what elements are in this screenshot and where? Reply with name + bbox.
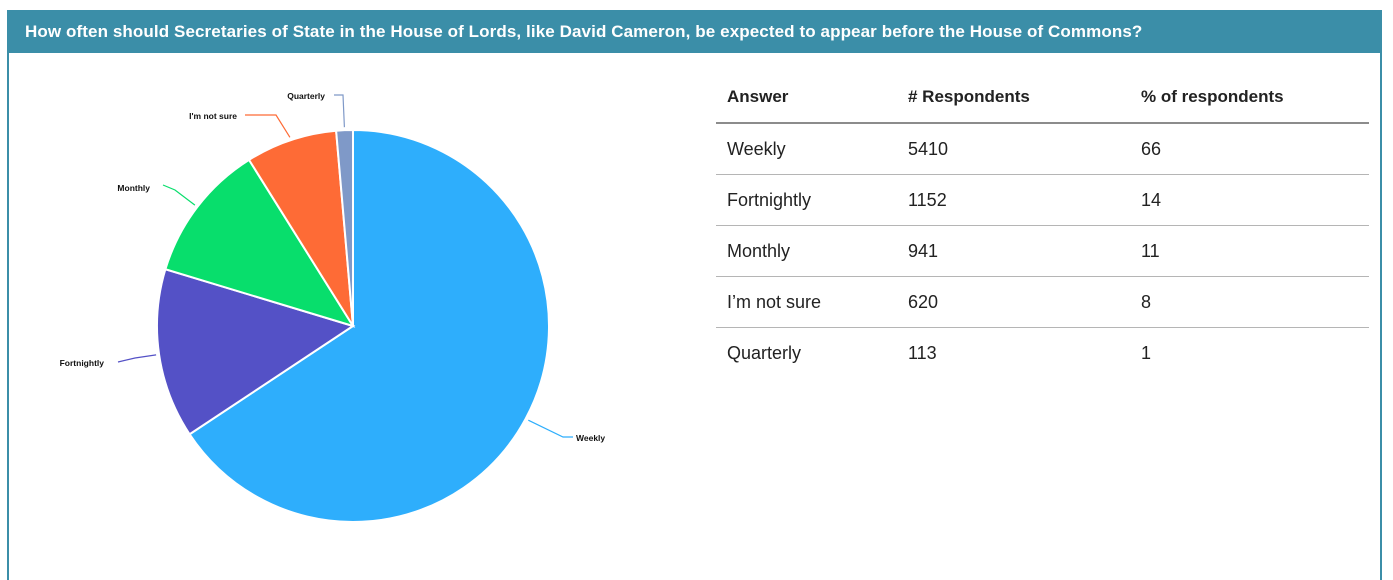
respondents-cell: 113: [908, 342, 937, 363]
pie-slice-weekly: [188, 128, 550, 523]
answer-cell: I’m not sure: [716, 276, 897, 328]
answer-cell: Monthly: [716, 225, 897, 277]
table-row: Fortnightly 1152 14: [716, 174, 1369, 226]
respondents-cell: 5410: [897, 123, 1130, 175]
slice-label-fortnightly: Fortnightly: [60, 358, 105, 368]
slice-label-monthly: Monthly: [117, 183, 150, 193]
respondents-cell: 941: [897, 225, 1130, 277]
answer-cell: Fortnightly: [716, 174, 897, 226]
percent-cell: 66: [1130, 123, 1369, 175]
results-table: Answer # Respondents % of respondents We…: [716, 72, 1369, 378]
table-row: Monthly 941 11: [716, 225, 1369, 277]
answer-cell: Weekly: [716, 123, 897, 175]
question-title: How often should Secretaries of State in…: [7, 10, 1382, 53]
slice-label-i-m-not-sure: I'm not sure: [189, 111, 237, 121]
table-row: Weekly 5410 66: [716, 123, 1369, 175]
leader-line-i-m-not-sure: [245, 114, 291, 138]
percent-cell: 11: [1130, 225, 1369, 277]
slice-label-weekly: Weekly: [576, 433, 605, 443]
table-row: Quarterly 113 1: [716, 328, 1369, 379]
respondents-cell: 1152: [897, 174, 1130, 226]
leader-line-fortnightly: [117, 354, 157, 363]
column-header-respondents: # Respondents: [897, 72, 1130, 124]
pie-chart: Weekly Fortnightly Monthly I'm not sure Quar…: [60, 91, 605, 523]
column-header-percent: % of respondents: [1130, 72, 1369, 124]
slice-label-quarterly: Quarterly: [287, 91, 325, 101]
pie-slice-quarterly: [335, 128, 354, 327]
leader-line-quarterly: [334, 94, 345, 128]
percent-cell: 8: [1130, 276, 1369, 328]
column-header-answer: Answer: [716, 72, 897, 124]
answer-cell: Quarterly: [727, 342, 802, 363]
percent-cell: 14: [1130, 174, 1369, 226]
leader-line-weekly: [528, 419, 573, 438]
respondents-cell: 620: [897, 276, 1130, 328]
table-header-row: Answer # Respondents % of respondents: [716, 72, 1369, 124]
percent-cell: 1: [1141, 342, 1152, 363]
pie-slice-monthly: [164, 158, 356, 328]
pie-slice-fortnightly: [156, 268, 356, 436]
table-row: I’m not sure 620 8: [716, 276, 1369, 328]
leader-line-monthly: [162, 184, 196, 206]
